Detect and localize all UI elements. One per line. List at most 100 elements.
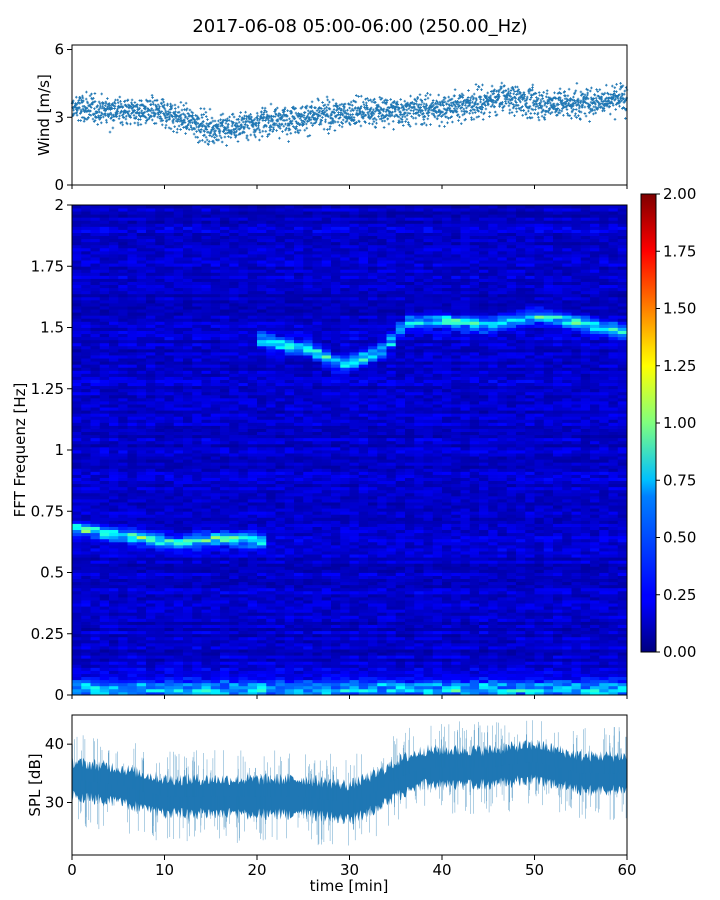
- spectrogram-cell: [321, 670, 332, 674]
- spectrogram-cell: [257, 603, 267, 607]
- spectrogram-cell: [312, 646, 323, 650]
- spectrogram-cell: [90, 609, 101, 613]
- spectrogram-cell: [516, 443, 526, 448]
- spectrogram-cell: [460, 514, 471, 518]
- spectrogram-cell: [488, 523, 498, 527]
- spectrogram-cell: [257, 520, 267, 524]
- spectrogram-cell: [312, 541, 323, 546]
- spectrogram-cell: [423, 633, 434, 638]
- spectrogram-cell: [525, 627, 535, 632]
- spectrogram-cell: [183, 612, 193, 616]
- spectrogram-cell: [118, 532, 128, 537]
- spectrogram-cell: [81, 606, 91, 610]
- spectrogram-cell: [275, 633, 286, 638]
- spectrogram-cell: [562, 618, 572, 622]
- spectrogram-cell: [127, 557, 138, 561]
- spectrogram-cell: [599, 492, 609, 497]
- spectrogram-cell: [303, 566, 313, 570]
- spectrogram-cell: [210, 468, 221, 472]
- spectrogram-cell: [331, 618, 341, 622]
- spectrogram-cell: [349, 508, 360, 512]
- spectrogram-cell: [608, 446, 619, 451]
- spectrogram-cell: [451, 440, 461, 445]
- spectrogram-cell: [608, 606, 619, 610]
- spectrogram-cell: [164, 529, 175, 534]
- spectrogram-cell: [81, 600, 91, 604]
- spectrogram-cell: [312, 593, 323, 598]
- spectrogram-cell: [146, 679, 156, 684]
- spectrogram-cell: [562, 538, 572, 543]
- spectrogram-cell: [608, 575, 619, 580]
- spectrogram-cell: [303, 477, 313, 482]
- spectrogram-cell: [238, 636, 249, 641]
- spectrogram-cell: [562, 572, 572, 576]
- spectrogram-cell: [423, 557, 434, 561]
- spectrogram-cell: [571, 456, 582, 460]
- spectrogram-cell: [377, 590, 387, 595]
- spectrogram-cell: [516, 609, 526, 613]
- spectrogram-cell: [617, 575, 628, 580]
- spectrogram-cell: [220, 587, 230, 592]
- spectrogram-cell: [377, 456, 387, 460]
- spectrogram-cell: [451, 508, 461, 512]
- spectrogram-cell: [164, 486, 175, 491]
- spectrogram-cell: [294, 652, 304, 656]
- spectrogram-cell: [377, 514, 387, 518]
- spectrogram-cell: [192, 450, 202, 454]
- spectrogram-cell: [497, 480, 508, 485]
- spectrogram-cell: [136, 492, 147, 497]
- spectrogram-cell: [358, 495, 369, 500]
- spectrogram-cell: [220, 597, 230, 601]
- spectrogram-cell: [266, 661, 276, 665]
- spectrogram-cell: [460, 532, 471, 537]
- spectrogram-cell: [303, 508, 313, 512]
- spectrogram-cell: [99, 633, 110, 638]
- spectrogram-heatmap: [72, 205, 628, 696]
- spectrogram-cell: [497, 667, 508, 671]
- spectrogram-cell: [247, 505, 258, 509]
- spectrogram-cell: [395, 569, 406, 573]
- spectrogram-cell: [266, 673, 276, 678]
- spectrogram-cell: [571, 597, 582, 601]
- spectrogram-cell: [192, 676, 202, 681]
- spectrogram-cell: [155, 603, 165, 607]
- spectrogram-cell: [479, 489, 489, 494]
- spectrogram-cell: [201, 450, 212, 454]
- spectrogram-cell: [109, 551, 119, 555]
- spectrogram-cell: [488, 459, 498, 463]
- spectrogram-cell: [321, 535, 332, 540]
- spectrogram-cell: [617, 606, 628, 610]
- spectrogram-cell: [479, 691, 489, 696]
- spectrogram-cell: [460, 600, 471, 604]
- spectrogram-cell: [479, 578, 489, 583]
- spectrogram-cell: [349, 642, 360, 647]
- spectrogram-cell: [99, 465, 110, 469]
- spectrogram-cell: [432, 471, 443, 475]
- spectrogram-cell: [146, 535, 156, 540]
- spectrogram-cell: [580, 667, 591, 671]
- spectrogram-cell: [617, 691, 628, 696]
- spectrogram-cell: [99, 603, 110, 607]
- spectrogram-cell: [497, 486, 508, 491]
- spectrogram-cell: [312, 443, 323, 448]
- spectrogram-cell: [469, 612, 480, 616]
- spectrogram-cell: [571, 453, 582, 457]
- spectrogram-cell: [395, 667, 406, 671]
- spectrogram-cell: [414, 664, 424, 668]
- spectrogram-cell: [368, 618, 378, 622]
- spectrogram-cell: [284, 673, 295, 678]
- spectrogram-cell: [516, 578, 526, 583]
- spectrogram-cell: [127, 560, 138, 564]
- spectrogram-cell: [414, 691, 424, 696]
- spectrogram-cell: [136, 563, 147, 567]
- spectrogram-cell: [284, 502, 295, 506]
- spectrogram-cell: [238, 652, 249, 656]
- spectrogram-cell: [590, 661, 600, 665]
- spectrogram-cell: [81, 621, 91, 625]
- spectrogram-cell: [553, 603, 563, 607]
- spectrogram-cell: [562, 520, 572, 524]
- spectrogram-cell: [72, 532, 82, 537]
- spectrogram-cell: [451, 489, 461, 494]
- spectrogram-cell: [312, 685, 323, 690]
- spectrogram-cell: [257, 474, 267, 478]
